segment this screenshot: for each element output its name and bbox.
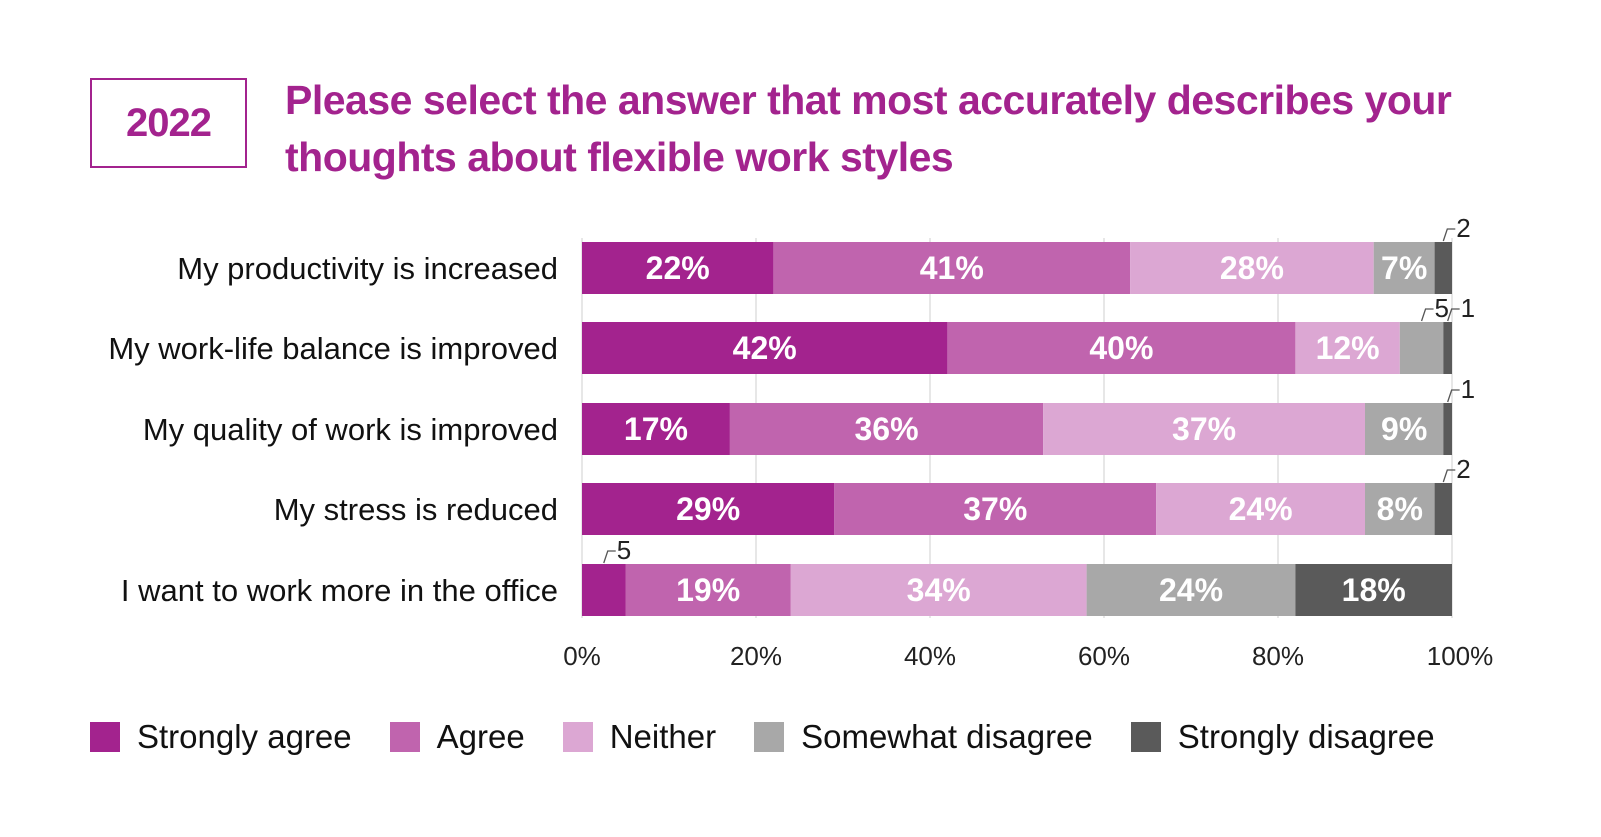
bar-segment (729, 403, 1044, 455)
legend: Strongly agree Agree Neither Somewhat disag… (90, 718, 1473, 756)
legend-swatch (389, 722, 420, 752)
callout-label: 2 (1456, 454, 1470, 484)
data-label: 12% (1316, 330, 1380, 366)
bar-segment (1365, 403, 1444, 455)
legend-item: Neither (562, 718, 717, 756)
bar-segment (1130, 242, 1374, 294)
legend-label: Strongly agree (137, 718, 352, 755)
chart-title: Please select the answer that most accur… (285, 77, 1452, 180)
bar-segment (1434, 483, 1452, 535)
data-label: 34% (907, 572, 971, 608)
bar-segment (1399, 322, 1444, 374)
callout-label: 5 (1435, 293, 1449, 323)
data-label: 17% (624, 411, 688, 447)
data-label: 29% (676, 491, 740, 527)
bar-segment (1156, 483, 1365, 535)
x-tick-label: 80% (1252, 641, 1304, 671)
category-label: My work-life balance is improved (108, 331, 558, 366)
data-label: 42% (733, 330, 797, 366)
callout-line (1442, 228, 1456, 242)
legend-swatch (754, 722, 785, 752)
category-label: My stress is reduced (274, 492, 558, 527)
bar-segment (582, 242, 774, 294)
bar-segment (1295, 322, 1400, 374)
bar-segment (1365, 483, 1435, 535)
data-label: 8% (1377, 491, 1423, 527)
category-label: I want to work more in the office (121, 573, 558, 608)
bar-segment (582, 322, 948, 374)
legend-item: Strongly disagree (1130, 718, 1435, 756)
bar-segment (834, 483, 1157, 535)
bar-segment (790, 564, 1087, 616)
x-tick-label: 60% (1078, 641, 1130, 671)
data-label: 18% (1342, 572, 1406, 608)
legend-item: Agree (389, 718, 525, 756)
legend-item: Somewhat disagree (754, 718, 1093, 756)
stacked-bar-chart: My productivity is increased 22% 41% 28% 7%2… (108, 213, 1494, 671)
bar-segment (1434, 242, 1452, 294)
data-label: 37% (1172, 411, 1236, 447)
data-label: 19% (676, 572, 740, 608)
data-label: 7% (1381, 250, 1427, 286)
x-tick-label: 40% (904, 641, 956, 671)
legend-label: Agree (436, 718, 525, 755)
callout-line (1447, 389, 1460, 403)
data-label: 22% (646, 250, 710, 286)
bar-segment (1043, 403, 1365, 455)
legend-swatch (90, 722, 120, 752)
data-label: 40% (1089, 330, 1153, 366)
x-tick-label: 0% (563, 641, 601, 671)
legend-swatch (562, 722, 593, 752)
bar-segment (1443, 322, 1452, 374)
category-label: My quality of work is improved (143, 412, 558, 447)
bar-segment (1086, 564, 1296, 616)
callout-label: 1 (1461, 293, 1475, 323)
callout-label: 2 (1456, 213, 1470, 243)
category-label: My productivity is increased (177, 251, 558, 286)
data-label: 9% (1381, 411, 1427, 447)
data-label: 24% (1229, 491, 1293, 527)
data-label: 41% (920, 250, 984, 286)
data-label: 24% (1159, 572, 1223, 608)
data-label: 37% (963, 491, 1027, 527)
year-badge: 2022 (90, 78, 247, 168)
legend-swatch (1130, 722, 1161, 752)
x-tick-label: 20% (730, 641, 782, 671)
x-tick-label: 100% (1427, 641, 1494, 671)
callout-line (1442, 469, 1456, 483)
legend-label: Neither (609, 718, 717, 755)
callout-label: 1 (1461, 374, 1475, 404)
bar-segment (625, 564, 791, 616)
callout-label: 5 (617, 535, 631, 565)
callout-line (1420, 308, 1434, 322)
bar-segment (582, 483, 835, 535)
callout-line (603, 550, 616, 564)
legend-label: Somewhat disagree (801, 718, 1093, 755)
bar-segment (1295, 564, 1452, 616)
bar-segment (1443, 403, 1452, 455)
legend-label: Strongly disagree (1177, 718, 1435, 755)
data-label: 28% (1220, 250, 1284, 286)
legend-item: Strongly agree (90, 718, 352, 756)
bar-segment (582, 403, 730, 455)
callout-line (1447, 308, 1460, 322)
bar-segment (947, 322, 1296, 374)
data-label: 36% (854, 411, 918, 447)
bar-segment (582, 564, 626, 616)
bar-segment (1373, 242, 1435, 294)
bar-segment (773, 242, 1131, 294)
